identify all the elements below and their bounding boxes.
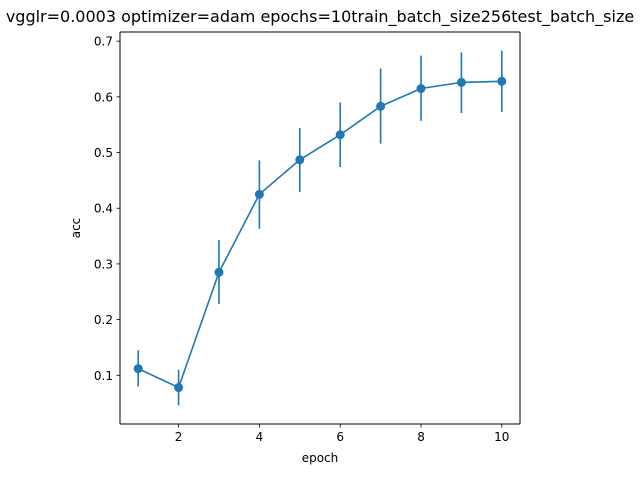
y-tick-label: 0.6 bbox=[94, 90, 113, 104]
x-axis-ticks: 2 4 6 8 10 bbox=[175, 424, 509, 444]
x-tick-label: 6 bbox=[336, 430, 344, 444]
plot-background bbox=[120, 32, 520, 424]
y-tick-label: 0.3 bbox=[94, 257, 113, 271]
data-layer bbox=[133, 50, 507, 406]
x-tick-label: 2 bbox=[175, 430, 183, 444]
y-tick-label: 0.5 bbox=[94, 146, 113, 160]
data-point bbox=[497, 76, 507, 86]
data-point bbox=[254, 189, 264, 199]
x-tick-label: 4 bbox=[256, 430, 264, 444]
axes-frame bbox=[119, 31, 521, 425]
y-tick-label: 0.7 bbox=[94, 35, 113, 49]
data-point bbox=[456, 77, 466, 87]
x-tick-label: 10 bbox=[494, 430, 509, 444]
y-tick-label: 0.2 bbox=[94, 313, 113, 327]
series-line bbox=[137, 80, 502, 389]
y-tick-label: 0.1 bbox=[94, 369, 113, 383]
y-tick-label: 0.4 bbox=[94, 202, 113, 216]
data-point bbox=[416, 84, 426, 94]
data-point bbox=[133, 364, 143, 374]
data-point bbox=[174, 383, 184, 393]
data-point bbox=[376, 101, 386, 111]
chart-title: vgglr=0.0003 optimizer=adam epochs=10tra… bbox=[6, 7, 634, 27]
y-axis-ticks: 0.1 0.2 0.3 0.4 0.5 0.6 0.7 bbox=[94, 35, 120, 383]
data-point bbox=[214, 267, 224, 277]
x-tick-label: 8 bbox=[417, 430, 425, 444]
x-axis-label: epoch bbox=[302, 451, 339, 465]
y-axis-label: acc bbox=[69, 218, 83, 239]
plot-area bbox=[120, 32, 520, 424]
data-point bbox=[335, 130, 345, 140]
data-point bbox=[295, 155, 305, 165]
